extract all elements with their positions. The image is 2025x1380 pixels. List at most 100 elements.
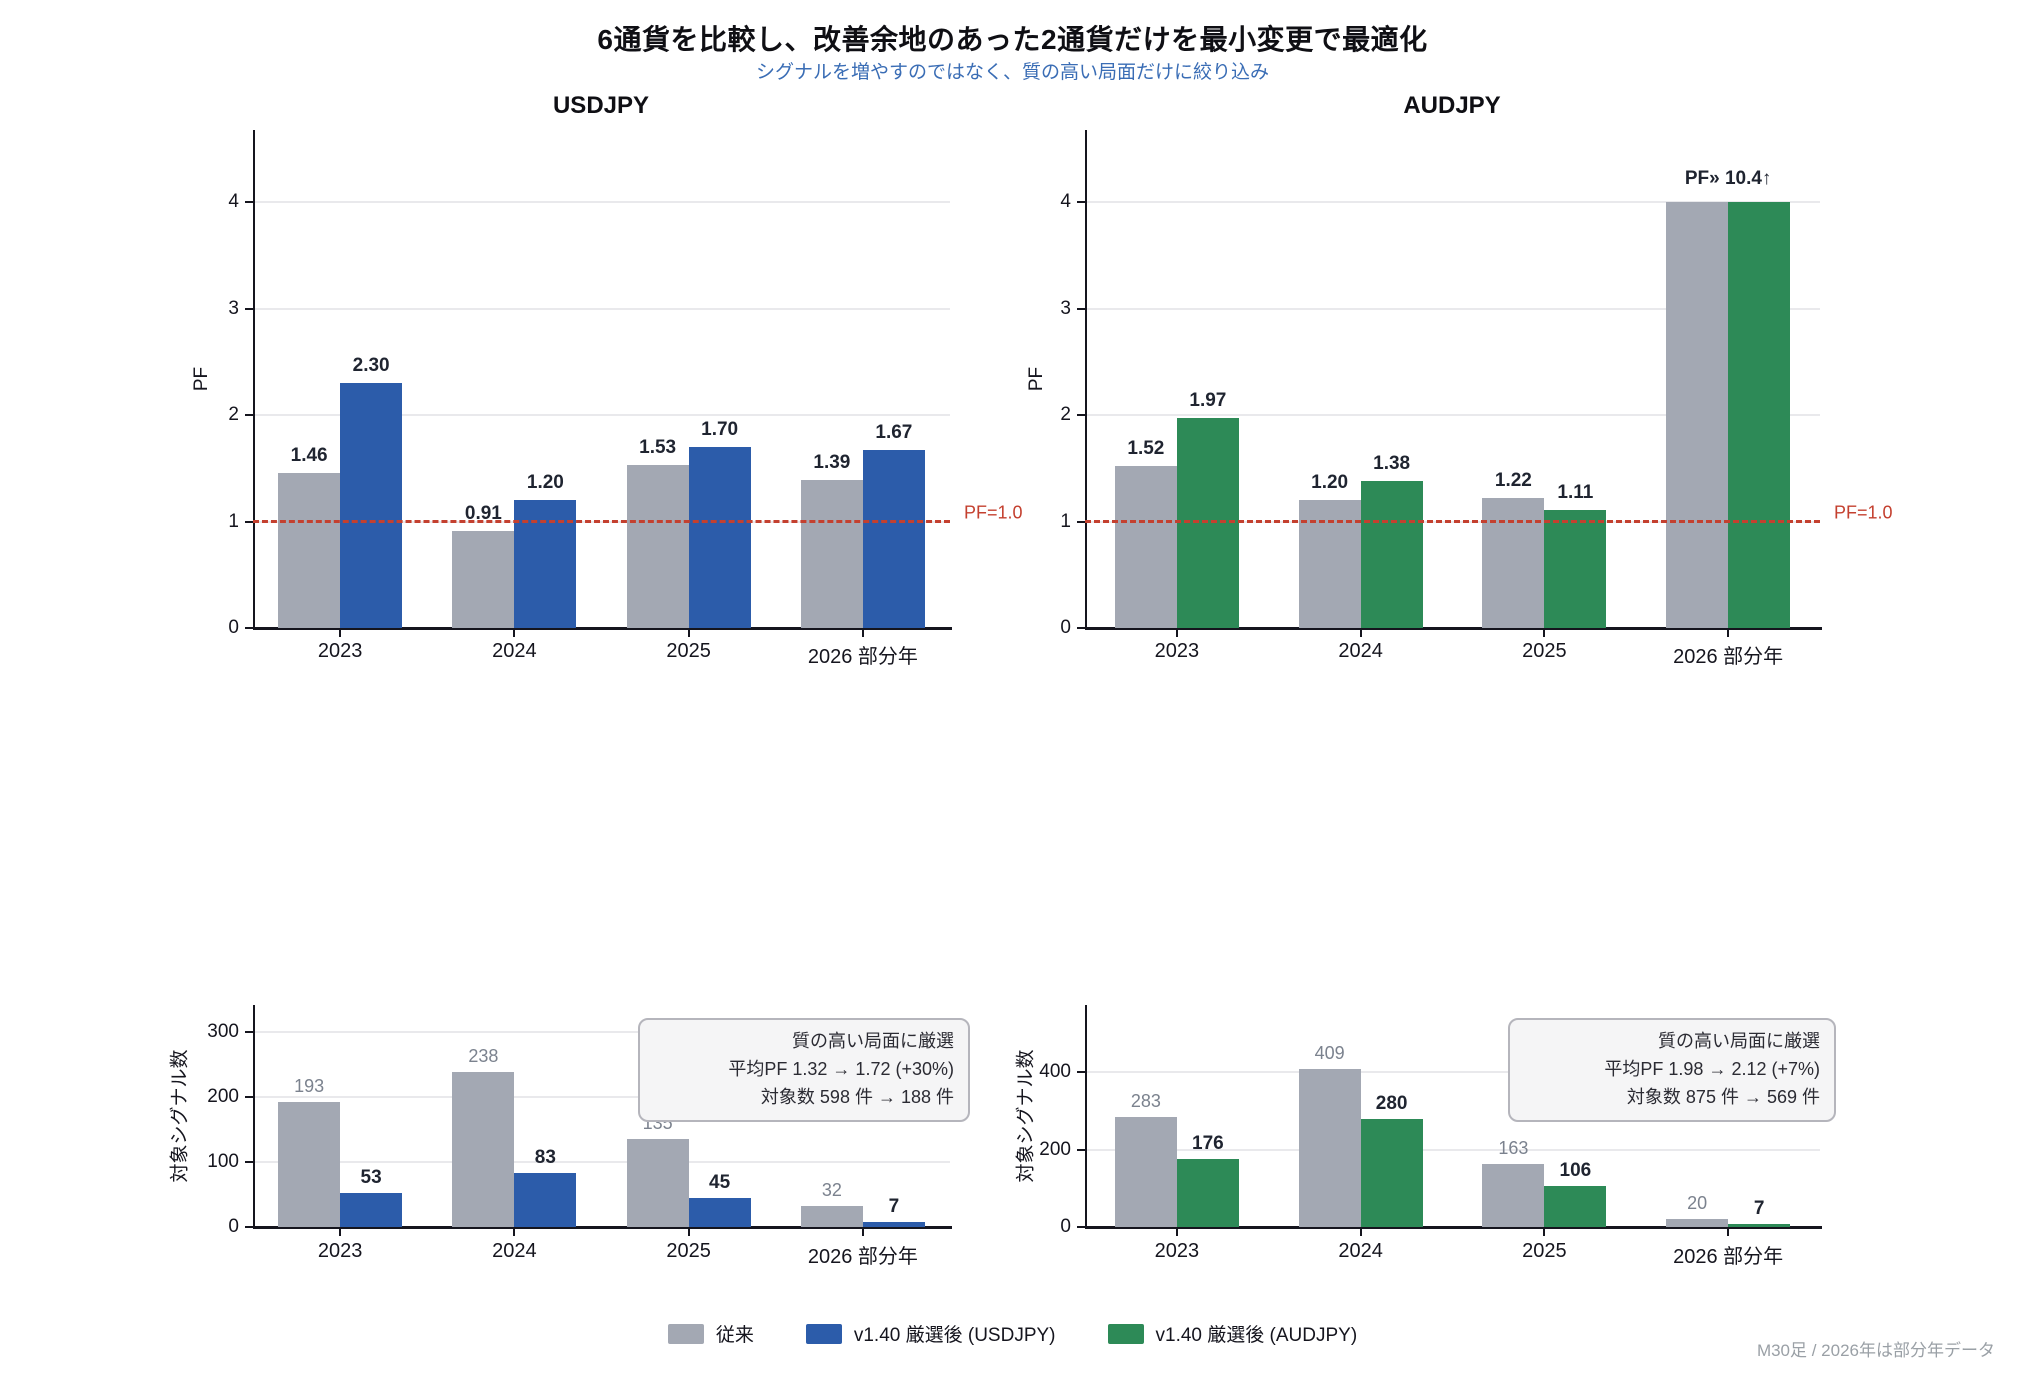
y-tick-mark xyxy=(245,201,253,203)
x-tick-label: 2025 xyxy=(666,640,711,662)
y-tick-mark xyxy=(1077,520,1085,523)
ref-line xyxy=(253,520,950,523)
bar-gray xyxy=(278,473,341,628)
gridline xyxy=(253,414,950,416)
bar-gray xyxy=(1482,498,1545,628)
gridline xyxy=(1085,1071,1820,1074)
bar-blue xyxy=(340,383,403,628)
x-tick-mark xyxy=(861,630,864,637)
bar-value-label: 1.52 xyxy=(1127,438,1165,459)
bar-value-label: 7 xyxy=(1753,1198,1765,1219)
legend: 従来 v1.40 厳選後 (USDJPY) v1.40 厳選後 (AUDJPY) xyxy=(0,1320,2025,1347)
x-tick-label: 2023 xyxy=(1154,640,1200,662)
gridline xyxy=(1085,307,1820,310)
y-tick-mark xyxy=(245,1161,253,1163)
bar-gray xyxy=(626,465,689,628)
legend-item-conventional: 従来 xyxy=(667,1320,754,1347)
bar-annotation: PF» 10.4↑ xyxy=(1684,168,1772,189)
bar-value-label: 7 xyxy=(888,1196,900,1217)
x-tick-mark xyxy=(1727,1229,1730,1236)
bar-value-label: 1.20 xyxy=(1311,472,1349,493)
bar-gray xyxy=(1114,1117,1177,1227)
bar-value-label: 283 xyxy=(1130,1091,1161,1111)
x-tick-mark xyxy=(1175,630,1178,637)
legend-label: v1.40 厳選後 (AUDJPY) xyxy=(1155,1325,1358,1346)
y-axis-spine xyxy=(253,1005,255,1227)
y-tick-label: 4 xyxy=(228,191,239,212)
bar-value-label: 20 xyxy=(1687,1193,1708,1213)
bar-value-label: 238 xyxy=(468,1046,499,1066)
y-tick-label: 0 xyxy=(1060,617,1071,638)
x-tick-mark xyxy=(513,1229,516,1236)
x-tick-label: 2023 xyxy=(317,1240,363,1262)
x-tick-mark xyxy=(1175,1229,1178,1236)
gridline xyxy=(253,307,950,310)
y-axis-label-pf-audjpy: PF xyxy=(1026,366,1047,392)
bar-gray xyxy=(278,1102,341,1227)
note-box-usdjpy: 質の高い局面に厳選 平均PF 1.32 → 1.72 (+30%) 対象数 59… xyxy=(638,1018,970,1122)
x-tick-mark xyxy=(687,1229,690,1236)
y-tick-mark xyxy=(1077,627,1085,629)
bar-value-label: 176 xyxy=(1192,1133,1224,1154)
footnote: M30足 / 2026年は部分年データ xyxy=(1756,1341,1995,1360)
ref-line-label-audjpy: PF=1.0 xyxy=(1834,502,1893,523)
x-tick-label: 2024 xyxy=(1338,1240,1383,1262)
bar-value-label: 1.97 xyxy=(1189,390,1227,411)
bar-green xyxy=(1544,1186,1607,1227)
bar-blue xyxy=(862,1222,925,1227)
y-tick-mark xyxy=(1077,414,1085,416)
chart-title-usdjpy: USDJPY xyxy=(552,92,650,119)
bar-gray xyxy=(1666,1219,1729,1227)
x-tick-label: 2026 部分年 xyxy=(1673,646,1784,668)
x-tick-label: 2026 部分年 xyxy=(807,1246,918,1268)
legend-swatch-gray xyxy=(667,1323,704,1344)
x-tick-label: 2024 xyxy=(1338,640,1383,662)
y-tick-label: 300 xyxy=(207,1021,239,1042)
bar-value-label: 53 xyxy=(360,1167,382,1188)
bar-gray xyxy=(1482,1164,1545,1227)
bar-value-label: 106 xyxy=(1559,1160,1592,1181)
y-axis-label-signals-usdjpy: 対象シグナル数 xyxy=(169,1049,191,1183)
y-tick-label: 1 xyxy=(228,510,239,532)
bar-blue xyxy=(688,1198,751,1227)
bar-green xyxy=(1176,1159,1239,1227)
legend-label: 従来 xyxy=(715,1325,754,1346)
x-axis-spine xyxy=(1085,1226,1822,1229)
note-line: 対象数 875 件 → 569 件 xyxy=(1626,1086,1820,1107)
bar-green xyxy=(1176,418,1239,628)
bar-value-label: 1.39 xyxy=(813,452,851,473)
x-tick-mark xyxy=(1543,1229,1546,1236)
note-line: 平均PF 1.32 → 1.72 (+30%) xyxy=(728,1058,954,1079)
x-tick-mark xyxy=(861,1229,864,1236)
x-tick-label: 2025 xyxy=(1522,640,1567,662)
y-axis-spine xyxy=(253,130,255,628)
y-tick-mark xyxy=(1077,1148,1085,1151)
bar-blue xyxy=(514,1173,577,1227)
x-tick-label: 2023 xyxy=(317,640,363,662)
bar-value-label: 1.11 xyxy=(1557,482,1594,503)
bar-gray xyxy=(800,1206,863,1227)
y-tick-mark xyxy=(245,627,253,629)
x-tick-mark xyxy=(1543,630,1546,637)
x-axis-spine xyxy=(253,1226,952,1229)
y-tick-mark xyxy=(1077,1071,1085,1074)
gridline xyxy=(1085,414,1820,416)
bar-gray xyxy=(1114,466,1177,628)
bar-gray xyxy=(626,1139,689,1227)
bar-value-label: 1.38 xyxy=(1373,453,1411,474)
bar-gray xyxy=(452,531,515,628)
y-tick-mark xyxy=(245,520,253,523)
x-tick-label: 2026 部分年 xyxy=(807,646,918,668)
bar-value-label: 409 xyxy=(1314,1043,1345,1063)
y-tick-mark xyxy=(1077,201,1085,203)
x-tick-mark xyxy=(687,630,690,637)
x-tick-mark xyxy=(1359,630,1362,637)
y-tick-label: 200 xyxy=(1039,1138,1071,1160)
y-tick-label: 3 xyxy=(228,297,239,319)
legend-swatch-green xyxy=(1107,1323,1144,1344)
note-line: 平均PF 1.98 → 2.12 (+7%) xyxy=(1604,1058,1820,1079)
y-tick-mark xyxy=(245,1226,253,1228)
y-tick-mark xyxy=(1077,1226,1085,1228)
x-tick-mark xyxy=(1727,630,1730,637)
legend-item-audjpy-selected: v1.40 厳選後 (AUDJPY) xyxy=(1107,1320,1358,1347)
